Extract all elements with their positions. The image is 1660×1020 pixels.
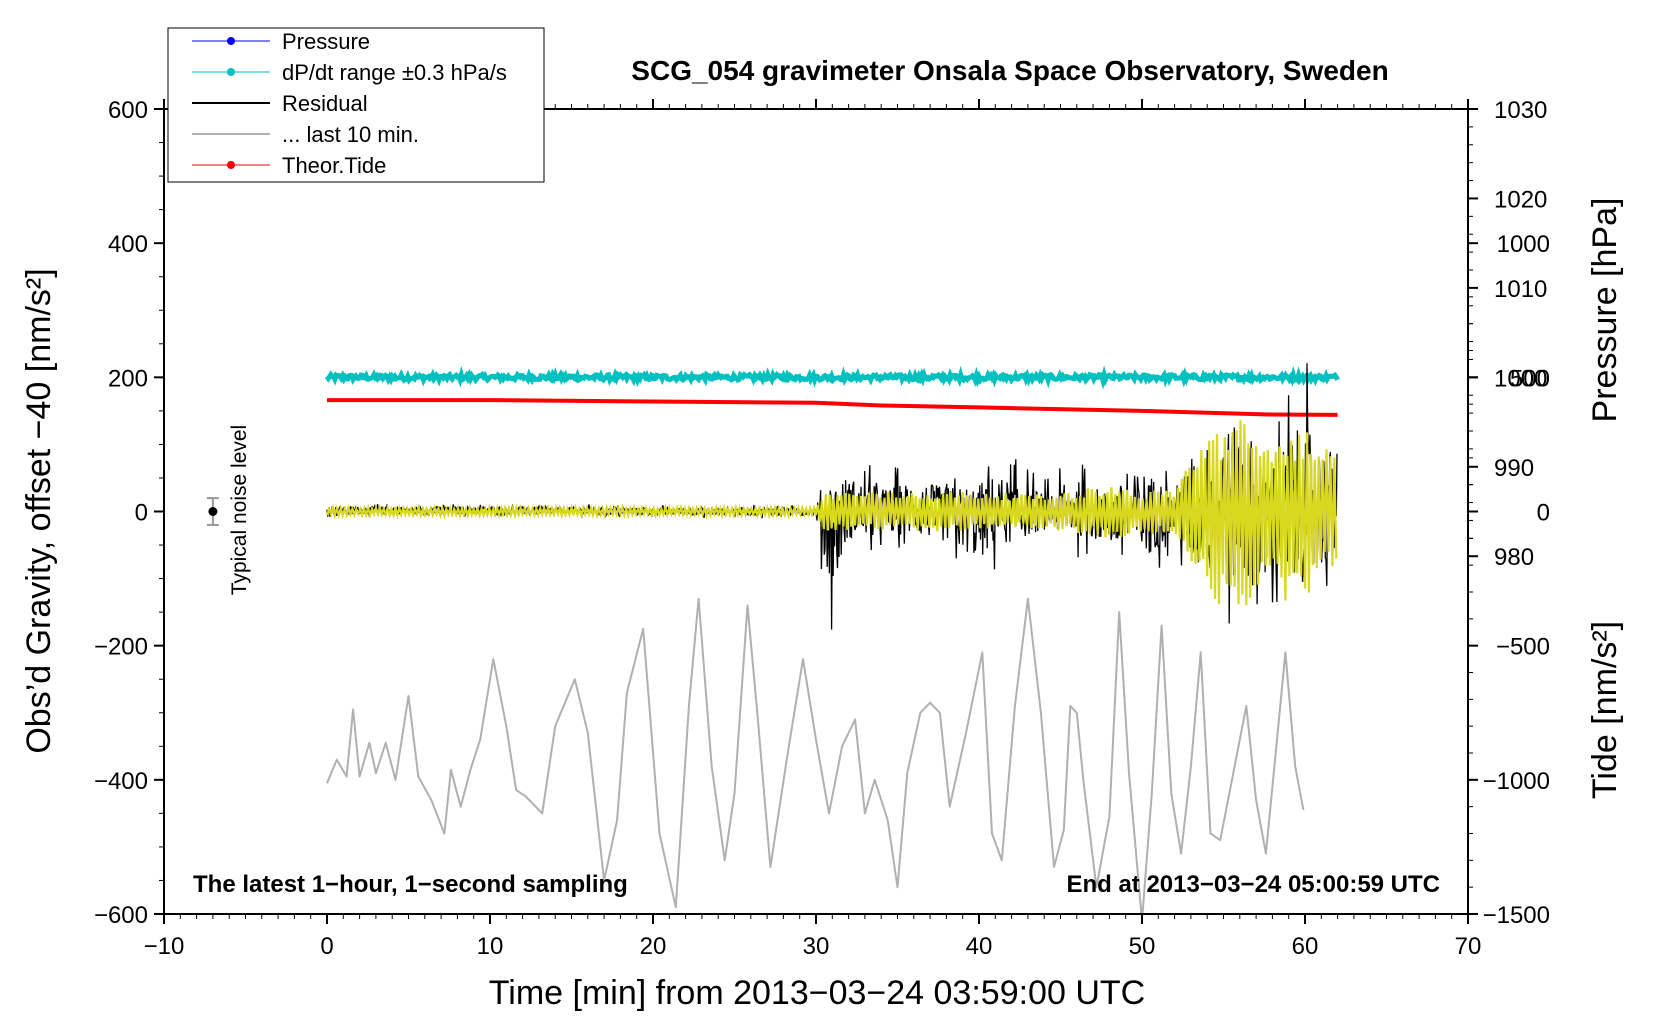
y-tick-label: 200 [108,365,148,392]
x-tick-label: −10 [144,933,185,960]
tide-tick-label: −1500 [1483,902,1550,929]
y-tick-label: 400 [108,231,148,258]
y-tick-label: −600 [94,902,148,929]
x-tick-label: 30 [803,933,830,960]
x-tick-label: 20 [640,933,667,960]
series-last-10-min [326,597,1305,914]
chart-title: SCG_054 gravimeter Onsala Space Observat… [631,55,1388,86]
noise-point [208,507,218,516]
y-tick-label: −200 [94,634,148,661]
x-tick-label: 70 [1455,933,1482,960]
series-dpdt [324,365,1340,390]
legend-marker [227,37,235,45]
y-axis-label-left: Obs’d Gravity, offset −40 [nm/s²] [20,268,58,753]
series-theor-tide [327,398,1338,417]
pressure-tick-label: 1020 [1494,186,1547,213]
pressure-tick-label: 980 [1494,544,1534,571]
note-sampling: The latest 1−hour, 1−second sampling [193,871,628,898]
tide-tick-label: 0 [1537,500,1550,527]
series-filtered-residual [325,420,1338,606]
noise-label: Typical noise level [228,425,251,595]
pressure-tick-label: 990 [1494,455,1534,482]
pressure-tick-label: 1030 [1494,97,1547,124]
note-end-time: End at 2013−03−24 05:00:59 UTC [1066,871,1440,898]
legend-label: Residual [282,91,368,116]
legend-label: Theor.Tide [282,153,386,178]
y-axis-label-pressure: Pressure [hPa] [1586,198,1624,423]
x-tick-label: 60 [1292,933,1319,960]
y-tick-label: −400 [94,768,148,795]
x-axis-label: Time [min] from 2013−03−24 03:59:00 UTC [489,974,1145,1012]
legend-marker [227,161,235,169]
legend-marker [227,68,235,76]
y-tick-label: 600 [108,97,148,124]
y-tick-label: 0 [135,500,148,527]
tide-tick-label: 500 [1510,365,1550,392]
legend-box [167,27,545,183]
x-tick-label: 0 [320,933,333,960]
legend: Pressure dP/dt range ±0.3 hPa/s Residual..… [167,27,545,183]
tide-tick-label: 1000 [1497,231,1550,258]
x-tick-label: 10 [477,933,504,960]
x-tick-label: 40 [966,933,993,960]
tide-tick-label: −1000 [1483,768,1550,795]
plot-frame [163,108,1469,915]
x-tick-label: 50 [1129,933,1156,960]
legend-label: dP/dt range ±0.3 hPa/s [282,60,507,85]
pressure-tick-label: 1010 [1494,276,1547,303]
pressure-tick-label: 1000 [1494,365,1547,392]
y-axis-label-tide: Tide [nm/s²] [1586,621,1624,799]
tide-tick-label: −500 [1496,634,1550,661]
legend-label: Pressure [282,29,370,54]
legend-label: ... last 10 min. [282,122,419,147]
